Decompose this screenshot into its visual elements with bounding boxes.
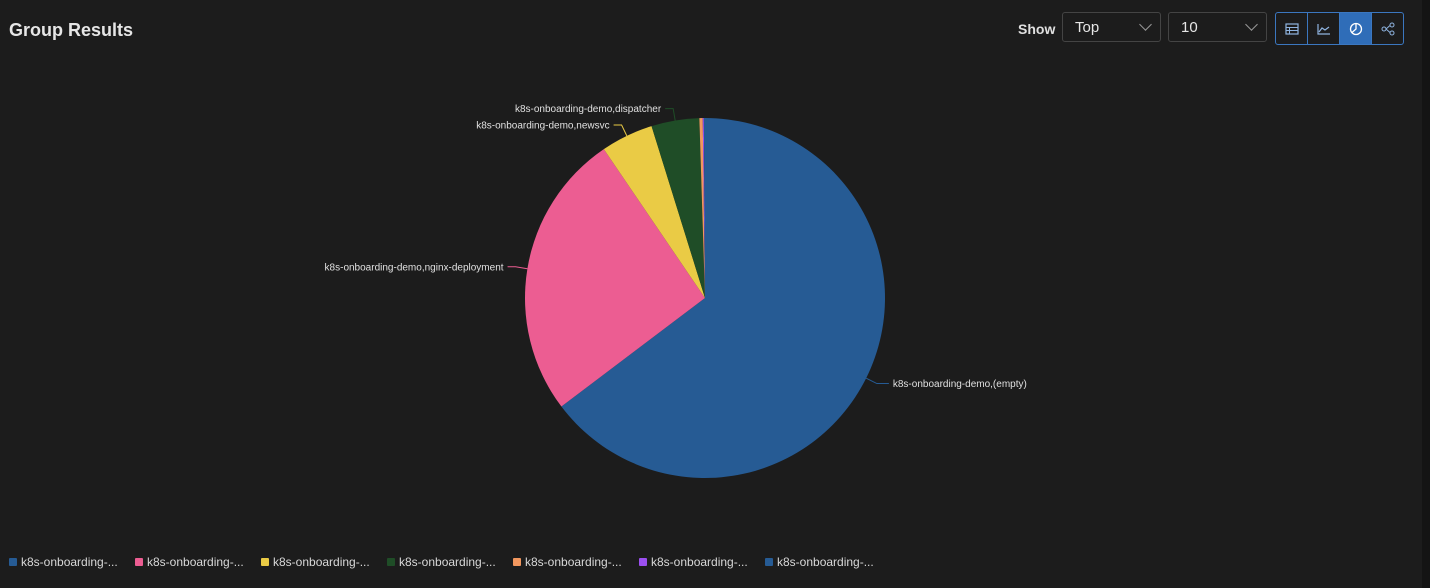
pie-view-button[interactable] [1340, 13, 1372, 44]
pie-slice[interactable] [651, 118, 705, 298]
label-leader-line [613, 124, 628, 137]
legend-swatch [135, 558, 143, 566]
legend-item[interactable]: k8s-onboarding-... [387, 555, 503, 569]
legend-label: k8s-onboarding-... [147, 555, 244, 569]
legend-label: k8s-onboarding-... [21, 555, 118, 569]
legend-label: k8s-onboarding-... [651, 555, 748, 569]
graph-view-button[interactable] [1372, 13, 1403, 44]
scrollbar[interactable] [1422, 0, 1430, 588]
slice-label: k8s-onboarding-demo,(empty) [893, 379, 1027, 390]
pie-slice[interactable] [525, 149, 705, 407]
legend-item[interactable]: k8s-onboarding-... [639, 555, 755, 569]
legend-item[interactable]: k8s-onboarding-... [765, 555, 881, 569]
legend-swatch [261, 558, 269, 566]
view-toggle [1275, 12, 1404, 45]
chart-legend: k8s-onboarding-... k8s-onboarding-... k8s-… [9, 555, 891, 569]
legend-item[interactable]: k8s-onboarding-... [9, 555, 125, 569]
show-mode-select[interactable]: Top [1062, 12, 1161, 42]
show-mode-value: Top [1075, 19, 1100, 36]
line-view-button[interactable] [1308, 13, 1340, 44]
legend-swatch [765, 558, 773, 566]
legend-item[interactable]: k8s-onboarding-... [513, 555, 629, 569]
legend-label: k8s-onboarding-... [525, 555, 622, 569]
graph-icon [1381, 22, 1394, 35]
slice-label: k8s-onboarding-demo,dispatcher [515, 104, 662, 115]
count-select[interactable]: 10 [1168, 12, 1267, 42]
slice-label: k8s-onboarding-demo,newsvc [476, 121, 609, 132]
legend-label: k8s-onboarding-... [777, 555, 874, 569]
pie-slice[interactable] [702, 118, 705, 298]
pie-slice[interactable] [561, 118, 885, 478]
slice-label: k8s-onboarding-demo,nginx-deployment [325, 262, 504, 273]
table-view-button[interactable] [1276, 13, 1308, 44]
line-chart-icon [1316, 23, 1330, 35]
pie-slice[interactable] [703, 118, 705, 298]
legend-item[interactable]: k8s-onboarding-... [135, 555, 251, 569]
pie-slice[interactable] [699, 118, 705, 298]
legend-swatch [387, 558, 395, 566]
label-leader-line [865, 377, 889, 385]
legend-swatch [639, 558, 647, 566]
count-value: 10 [1181, 19, 1198, 36]
legend-label: k8s-onboarding-... [399, 555, 496, 569]
pie-chart: k8s-onboarding-demo,(empty) k8s-onboardin… [325, 104, 1027, 478]
pie-slice[interactable] [603, 126, 705, 298]
legend-label: k8s-onboarding-... [273, 555, 370, 569]
page-title: Group Results [9, 20, 134, 40]
table-icon [1284, 22, 1299, 35]
pie-chart-icon [1349, 22, 1362, 35]
label-leader-line [665, 108, 676, 121]
legend-swatch [513, 558, 521, 566]
legend-item[interactable]: k8s-onboarding-... [261, 555, 377, 569]
label-leader-line [507, 266, 528, 270]
legend-swatch [9, 558, 17, 566]
show-label: Show [1018, 21, 1056, 37]
